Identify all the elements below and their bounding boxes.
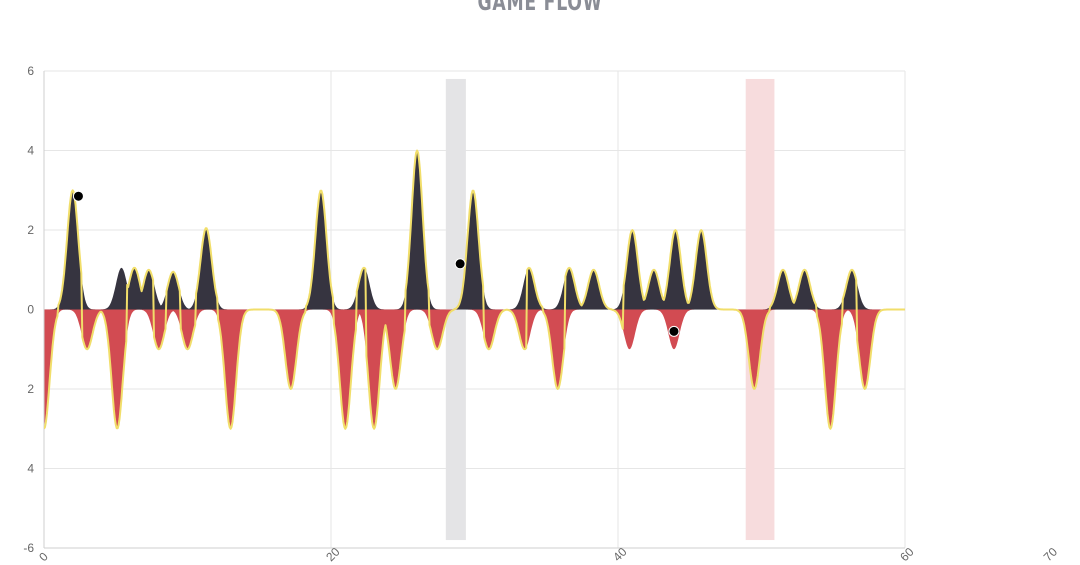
event-marker [668, 325, 680, 337]
x-tick-label: 40 [610, 545, 630, 565]
y-tick-label: 4 [27, 144, 34, 158]
chart-title: GAME FLOW [477, 0, 603, 16]
x-tick-label: 20 [323, 545, 343, 565]
y-tick-label: 6 [27, 64, 34, 78]
y-tick-label: 2 [27, 223, 34, 237]
positive-area [44, 150, 905, 310]
x-tick-label: 70 [1041, 545, 1061, 565]
y-axis-ticks: 6 4 2 0 2 4 -6 [23, 64, 34, 555]
x-axis-ticks: 0 20 40 60 70 [36, 545, 1060, 565]
event-marker [454, 258, 466, 270]
y-tick-label: 4 [27, 462, 34, 476]
x-tick-label: 60 [897, 545, 917, 565]
y-tick-label: -6 [23, 541, 34, 555]
event-markers [72, 190, 680, 337]
flow-line [44, 149, 905, 430]
event-marker [72, 190, 84, 202]
flow-trace [44, 149, 905, 430]
x-tick-label: 0 [36, 549, 51, 564]
negative-area [44, 309, 905, 429]
y-tick-label: 0 [27, 303, 34, 317]
axes [43, 71, 905, 549]
y-tick-label: 2 [27, 382, 34, 396]
